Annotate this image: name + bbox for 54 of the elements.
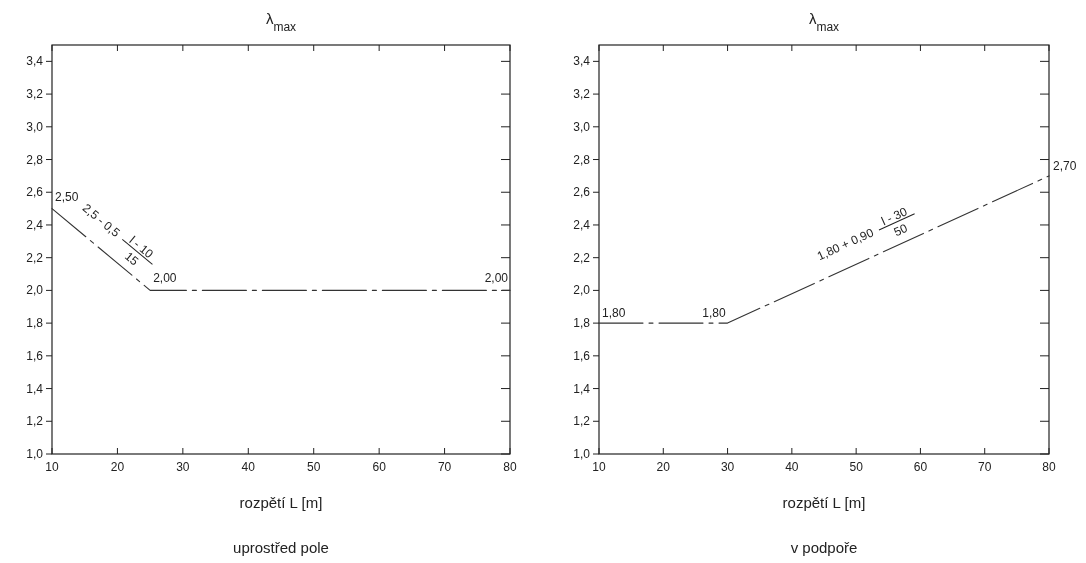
x-tick-label: 20 <box>656 460 671 474</box>
y-tick-label: 1,8 <box>26 316 44 331</box>
y-tick-label: 3,0 <box>26 119 44 134</box>
y-tick-label: 1,8 <box>573 316 591 331</box>
x-axis-title: rozpětí L [m] <box>782 494 866 511</box>
y-tick-label: 2,4 <box>573 217 591 232</box>
text: uprostřed pole <box>233 539 329 556</box>
y-tick-label: 1,2 <box>573 414 591 429</box>
text: v podpoře <box>790 539 858 556</box>
x-tick-label: 80 <box>1042 460 1056 474</box>
x-tick-label: 30 <box>720 460 735 474</box>
y-tick-label: 3,2 <box>573 87 591 102</box>
annotation: 2,00 <box>153 271 177 286</box>
x-tick-label: 60 <box>372 460 387 474</box>
x-tick-label: 40 <box>241 460 256 474</box>
y-tick-label: 2,2 <box>26 250 44 265</box>
y-tick-label: 3,4 <box>573 54 591 69</box>
x-tick-label: 30 <box>176 460 190 474</box>
x-tick-label: 50 <box>307 460 321 474</box>
y-tick-label: 2,4 <box>26 217 44 232</box>
chart-title: λ$_{max}$ <box>808 10 840 34</box>
y-tick-label: 1,6 <box>573 348 591 363</box>
y-tick-label: 1,0 <box>573 447 591 461</box>
x-tick-label: 20 <box>110 460 125 474</box>
x-tick-label: 60 <box>913 460 928 474</box>
x-tick-label: 40 <box>785 460 799 474</box>
annotation: 2,00 <box>484 271 509 286</box>
y-tick-label: 2,8 <box>26 152 44 167</box>
y-tick-label: 2,0 <box>573 283 591 298</box>
annotation: 1,80 <box>702 306 726 321</box>
annotation: 1,80 <box>602 306 626 321</box>
x-tick-label: 10 <box>592 460 606 474</box>
y-tick-label: 1,4 <box>26 381 44 396</box>
x-axis-title: rozpětí L [m] <box>239 494 323 511</box>
y-tick-label: 2,6 <box>573 185 591 200</box>
x-tick-label: 50 <box>849 460 864 474</box>
annotation: 2,50 <box>55 189 79 204</box>
chart-title: λ$_{max}$ <box>265 10 297 34</box>
y-tick-label: 2,2 <box>573 250 591 265</box>
x-tick-label: 70 <box>978 460 992 474</box>
y-tick-label: 1,4 <box>573 381 591 396</box>
y-tick-label: 3,4 <box>26 54 44 69</box>
x-tick-label: 10 <box>45 460 59 474</box>
annotation: 2,70 <box>1053 158 1077 173</box>
x-tick-label: 80 <box>503 460 517 474</box>
y-tick-label: 2,6 <box>26 185 44 200</box>
x-tick-label: 70 <box>437 460 452 474</box>
y-tick-label: 1,0 <box>26 447 44 461</box>
y-tick-label: 3,0 <box>573 119 591 134</box>
y-tick-label: 3,2 <box>26 87 44 102</box>
y-tick-label: 1,6 <box>26 348 44 363</box>
y-tick-label: 1,2 <box>26 414 44 429</box>
y-tick-label: 2,8 <box>573 152 591 167</box>
y-tick-label: 2,0 <box>26 283 44 298</box>
